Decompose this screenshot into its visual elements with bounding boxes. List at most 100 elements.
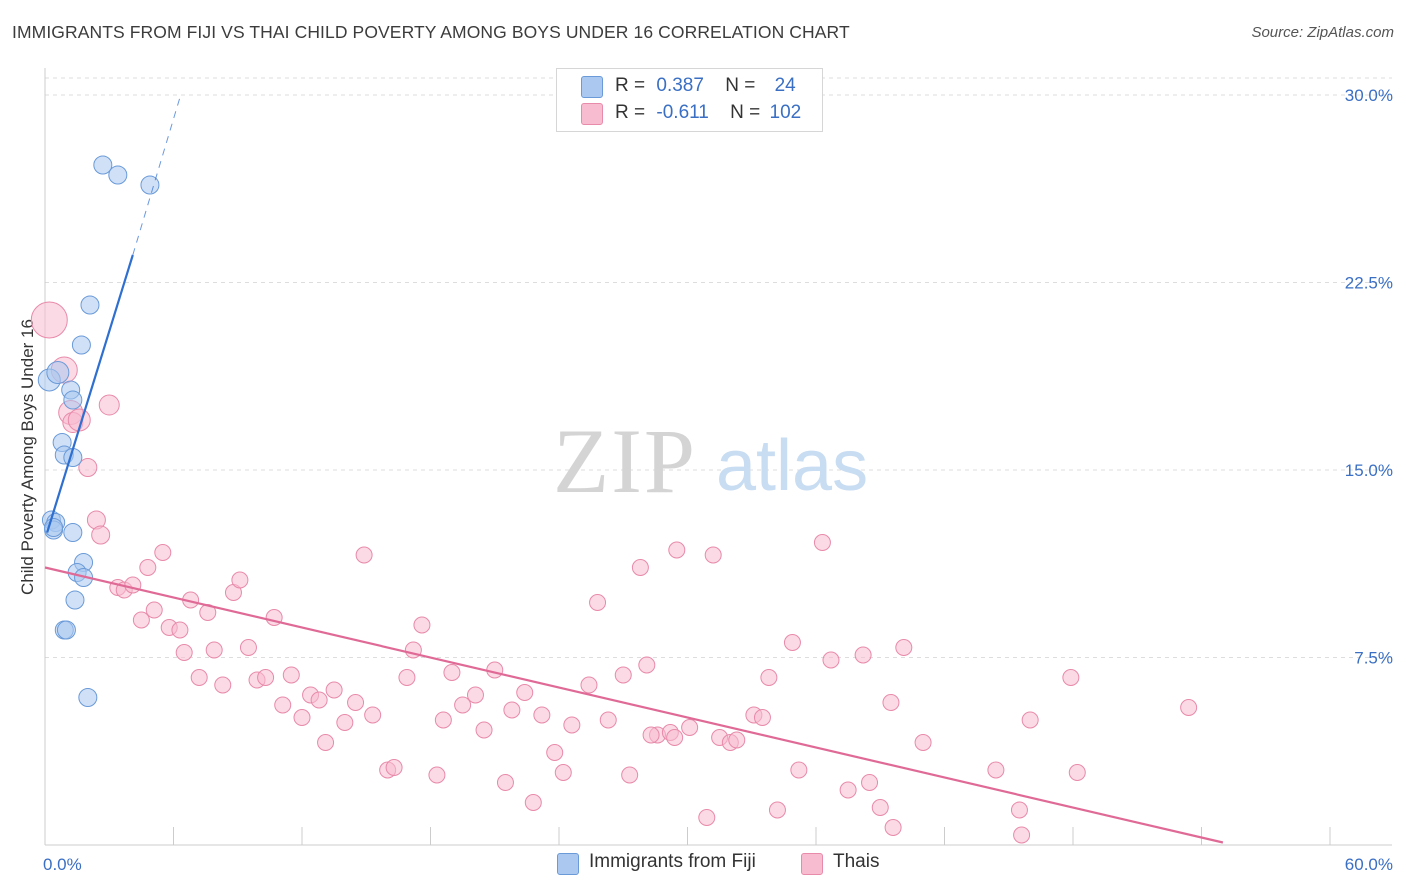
thai-point [145,601,163,619]
correlation-legend: R = 0.387 N = 24 R = -0.611 N = 102 [556,68,823,132]
thai-point [454,696,472,714]
gridlines [45,77,1392,658]
thai-point [704,546,722,564]
thai-point [580,676,598,694]
thai-point [274,696,292,714]
fiji-points [37,155,160,707]
watermark: ZIP atlas [553,410,868,512]
y-tick-label: 22.5% [1345,274,1393,293]
thai-point [364,706,382,724]
thai-point [171,621,189,639]
thai-point [1010,801,1028,819]
trend-lines [44,97,1224,844]
legend-r-label: R = [615,102,646,123]
thai-point [728,731,746,749]
fiji-point [56,620,76,640]
thai-point [347,694,365,711]
y-tick-label: 15.0% [1345,461,1393,480]
legend-r-value: 0.387 [656,75,704,96]
thai-point [190,669,208,686]
axes [44,68,1392,846]
thai-point [132,611,150,629]
thai-point [871,799,889,816]
source-credit: Source: ZipAtlas.com [1251,24,1394,41]
thai-point [987,761,1005,779]
thai-point [783,634,801,651]
legend-n-value: 102 [769,102,802,123]
thai-point [214,676,232,694]
thai-point [1180,699,1198,716]
thai-point [668,541,686,559]
thai-point [231,571,249,589]
y-tick-label: 30.0% [1345,86,1393,105]
watermark-atlas: atlas [716,426,868,506]
legend-n-label: N = [725,75,756,96]
thai-legend-label: Thais [833,851,880,872]
thai-point [861,774,879,791]
thai-point [503,701,521,719]
thai-point [205,641,223,659]
x-tick-label-min: 0.0% [43,855,82,874]
thai-point [854,646,872,664]
thai-point [768,801,786,819]
thai-point [760,669,778,686]
fiji-swatch [581,76,603,98]
fiji-point [65,590,85,610]
thai-point [524,794,542,811]
thai-point [554,764,572,781]
thai-point [638,656,656,674]
thai-point [589,594,607,611]
thai-point [839,781,857,799]
thai-point [496,774,514,791]
thai-point [91,525,111,545]
thai-point [1062,669,1080,686]
thai-point [1068,764,1086,781]
legend-n-label: N = [730,102,761,123]
thai-point [631,559,649,576]
thai-point [1021,711,1039,729]
fiji-point [46,361,70,384]
thai-point [681,719,699,736]
thai-point [813,534,831,551]
thai-legend-swatch [801,853,823,875]
thai-point [398,669,416,686]
y-tick-label: 7.5% [1354,649,1393,668]
thai-point [895,639,913,656]
thai-point [698,809,716,826]
thai-point [355,546,373,564]
thai-point [563,716,581,734]
x-tick-label-max: 60.0% [1345,855,1393,874]
fiji-trend-extension [132,97,181,256]
thai-point [239,639,257,656]
legend-r-value: -0.611 [656,102,709,123]
thai-point [293,709,311,726]
thai-point [599,711,617,729]
fiji-point [108,165,128,185]
thai-points [30,301,1198,844]
tick-labels: 7.5% 15.0% 22.5% 30.0% 0.0% 60.0% [43,86,1393,874]
thai-point [154,544,172,561]
fiji-point [80,295,100,315]
thai-swatch [581,103,603,125]
fiji-point [93,155,113,175]
thai-point [914,734,932,751]
fiji-legend-swatch [557,853,579,875]
fiji-point [71,335,91,355]
thai-point [336,714,354,731]
thai-point [385,759,403,776]
thai-point [882,694,900,711]
thai-point [124,576,142,594]
fiji-point [78,688,98,707]
thai-point [310,691,328,709]
thai-point [1013,826,1031,844]
fiji-point [44,518,64,537]
thai-point [325,681,343,699]
thai-point [666,729,684,746]
thai-point [282,666,300,684]
thai-point [98,394,120,416]
thai-trend-line [44,566,1224,844]
fiji-legend-label: Immigrants from Fiji [589,851,756,872]
legend-n-value: 24 [774,75,796,96]
thai-point [466,686,484,704]
